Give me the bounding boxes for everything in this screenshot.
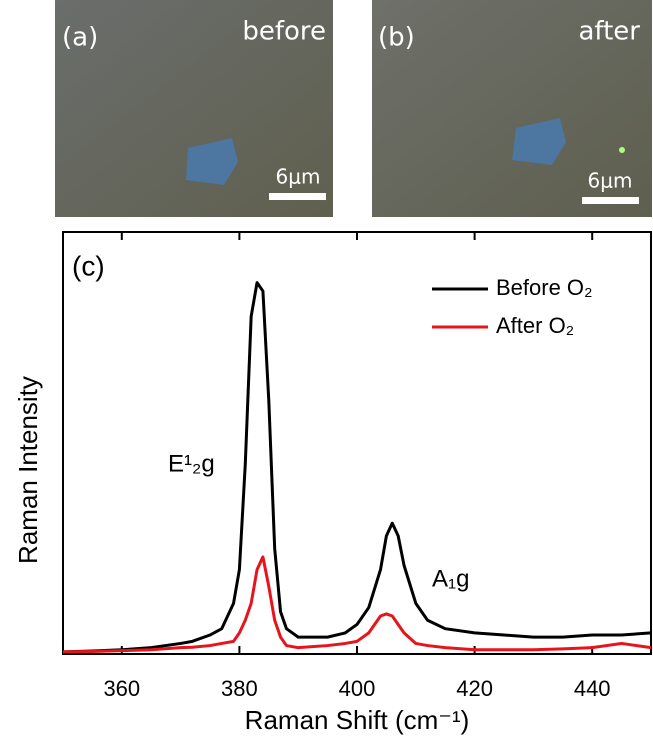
panel-label: (c) <box>72 250 105 281</box>
legend-label: After O₂ <box>496 313 574 338</box>
caption: before <box>242 17 326 47</box>
micrograph <box>372 0 652 217</box>
legend-label: Before O₂ <box>496 275 593 300</box>
scale-bar <box>582 197 639 204</box>
flake <box>512 118 566 165</box>
scale-bar <box>269 193 326 200</box>
caption: after <box>578 17 640 47</box>
chart: (c) Raman Shift (cm⁻¹) Raman Intensity E… <box>13 231 652 735</box>
x-tick-label: 360 <box>103 676 140 701</box>
x-axis-title: Raman Shift (cm⁻¹) <box>245 705 470 735</box>
flake <box>186 138 238 185</box>
x-tick-label: 440 <box>574 676 611 701</box>
panel-b: (b) after 6μm <box>372 0 652 217</box>
panel-label: (a) <box>62 23 98 53</box>
series-line <box>62 555 652 654</box>
scale-label: 6μm <box>276 165 321 189</box>
y-axis-title: Raman Intensity <box>13 376 43 564</box>
x-tick-label: 380 <box>221 676 258 701</box>
annotation: A₁g <box>432 565 469 592</box>
series-line <box>62 281 652 654</box>
annotation: E¹₂g <box>168 450 215 477</box>
panel-a: (a) before 6μm <box>55 0 333 217</box>
panel-label: (b) <box>378 23 415 53</box>
scale-label: 6μm <box>588 169 633 193</box>
x-tick-label: 420 <box>456 676 493 701</box>
x-tick-label: 400 <box>339 676 376 701</box>
spot <box>619 147 625 153</box>
